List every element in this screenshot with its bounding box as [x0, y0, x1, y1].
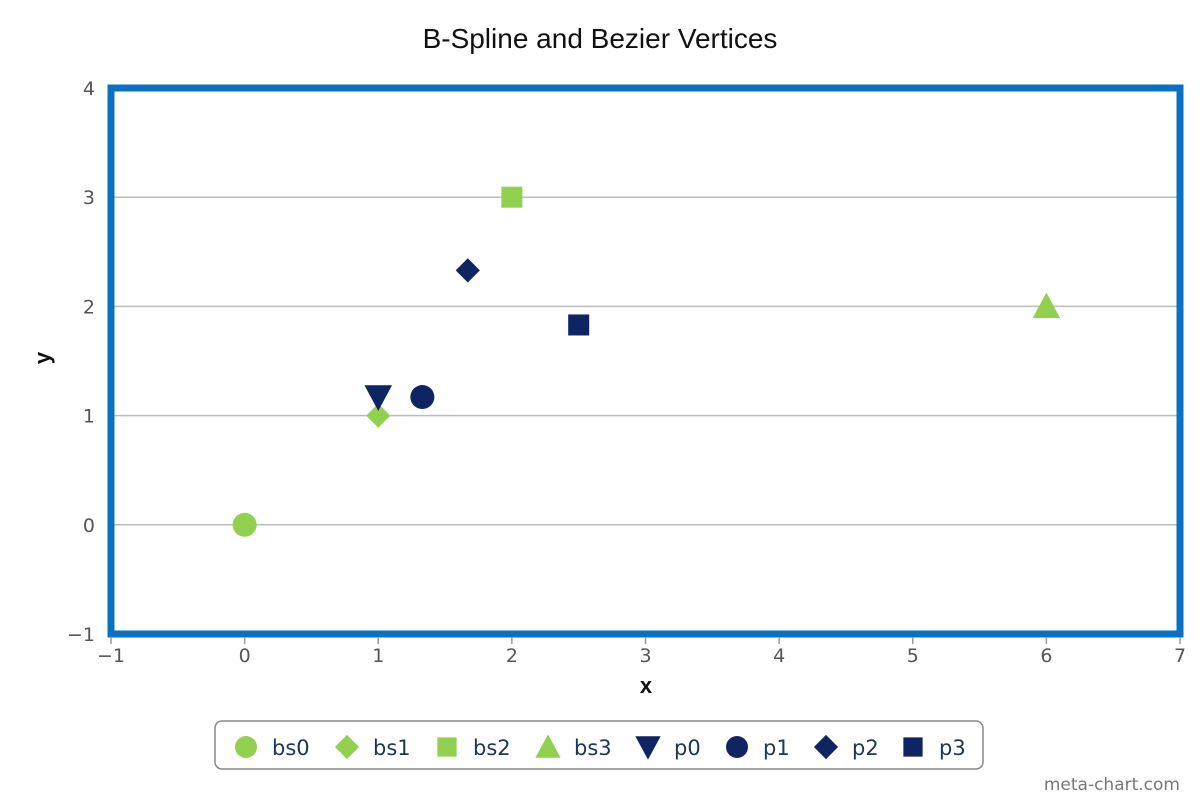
data-point-bs3 — [1032, 292, 1061, 319]
legend-marker-p1 — [726, 736, 748, 758]
data-point-p2 — [455, 258, 480, 283]
grid-lines — [111, 196, 1180, 526]
legend-label-bs0: bs0 — [272, 736, 310, 760]
legend-label-bs2: bs2 — [473, 736, 511, 760]
y-tick-label: 2 — [83, 296, 95, 318]
legend: bs0 bs1 bs2 bs3 p0 p1 p2 p3 — [235, 734, 966, 760]
legend-label-p3: p3 — [939, 736, 966, 760]
y-tick-label: −1 — [67, 624, 95, 646]
x-axis: −1 0 1 2 3 4 5 6 7 — [97, 637, 1186, 667]
y-axis-label: y — [30, 351, 55, 364]
x-tick-label: 1 — [372, 645, 384, 667]
x-tick-label: −1 — [97, 645, 125, 667]
x-tick-label: 3 — [639, 645, 651, 667]
data-point-bs0 — [232, 512, 257, 537]
data-point-p1 — [410, 385, 435, 410]
y-tick-label: 4 — [83, 78, 95, 100]
x-tick-label: 7 — [1174, 645, 1186, 667]
x-tick-label: 0 — [239, 645, 251, 667]
legend-label-p0: p0 — [674, 736, 701, 760]
x-tick-label: 6 — [1040, 645, 1052, 667]
data-point-p3 — [568, 314, 590, 336]
data-point-bs1 — [366, 403, 391, 428]
x-tick-label: 4 — [773, 645, 785, 667]
y-tick-label: 0 — [83, 515, 95, 537]
legend-marker-bs2 — [437, 737, 457, 757]
chart-title: B-Spline and Bezier Vertices — [423, 23, 778, 54]
plot-area-border — [107, 84, 1184, 638]
data-points — [232, 186, 1061, 537]
legend-marker-p3 — [903, 737, 923, 757]
legend-marker-p2 — [813, 734, 839, 760]
legend-marker-bs0 — [235, 736, 257, 758]
data-point-p0 — [364, 385, 393, 411]
legend-marker-bs3 — [535, 734, 561, 758]
legend-label-bs1: bs1 — [373, 736, 411, 760]
data-point-bs2 — [501, 186, 523, 208]
x-axis-label: x — [640, 673, 653, 698]
legend-marker-bs1 — [334, 734, 360, 760]
legend-label-p1: p1 — [763, 736, 790, 760]
credit-text: meta-chart.com — [1044, 775, 1180, 795]
y-axis: −1 0 1 2 3 4 — [67, 78, 95, 646]
y-tick-label: 3 — [83, 187, 95, 209]
legend-box — [214, 720, 984, 770]
x-tick-label: 2 — [506, 645, 518, 667]
legend-label-bs3: bs3 — [574, 736, 612, 760]
y-tick-label: 1 — [83, 406, 95, 428]
x-tick-label: 5 — [907, 645, 919, 667]
legend-label-p2: p2 — [852, 736, 879, 760]
legend-marker-p0 — [635, 736, 661, 760]
